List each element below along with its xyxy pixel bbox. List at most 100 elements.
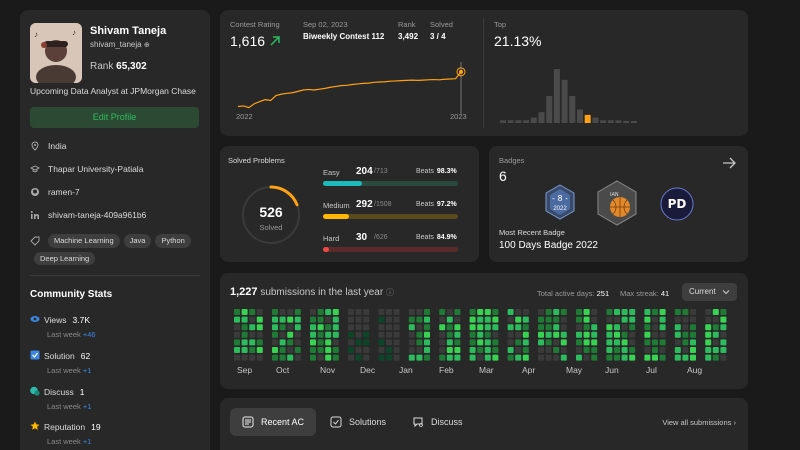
stat-value: 3.7K (72, 315, 91, 325)
heatmap-cell (249, 331, 256, 338)
heatmap-cell (591, 324, 598, 331)
heatmap-cell (614, 339, 620, 346)
heatmap-cell (659, 309, 666, 315)
heatmap-cell (477, 331, 484, 338)
skill-tag[interactable]: Deep Learning (34, 252, 96, 265)
heatmap-cell (279, 347, 286, 353)
heatmap-cell (720, 354, 727, 361)
difficulty-beats: Beats 84.9% (416, 234, 457, 241)
rating-history-chart[interactable] (236, 62, 471, 118)
skill-tag[interactable]: Machine Learning (48, 234, 120, 248)
heatmap-cell (674, 354, 681, 361)
heatmap-cell (720, 339, 727, 346)
rating-point (459, 69, 463, 74)
max-streak-label: Max streak: (620, 289, 659, 298)
edit-profile-button[interactable]: Edit Profile (30, 107, 199, 128)
heatmap-cell (408, 309, 415, 315)
school-icon (30, 165, 40, 173)
solved-title: Solved Problems (228, 156, 285, 165)
heatmap-cell (484, 309, 491, 315)
trend-up-icon (270, 36, 280, 46)
solved-progress-ring (241, 185, 301, 245)
heatmap-cell (310, 316, 316, 323)
heatmap-cell (644, 324, 651, 331)
heatmap-cell (538, 316, 544, 323)
heatmap-cell (712, 316, 719, 323)
heatmap-cell (545, 354, 552, 361)
badge-pd-icon[interactable]: PD (659, 187, 695, 221)
badges-count: 6 (499, 168, 507, 184)
heatmap-cell (241, 316, 248, 323)
stat-label: Views (44, 315, 67, 325)
github-row[interactable]: ramen-7 (30, 187, 80, 197)
heatmap-cell (553, 354, 560, 361)
heatmap-cell (454, 339, 461, 346)
skill-tag[interactable]: Java (123, 234, 152, 248)
heatmap-cell (363, 339, 370, 346)
stat-views: Views 3.7K Last week +46 (30, 314, 96, 339)
distribution-bar (538, 112, 545, 123)
heatmap-cell (606, 347, 613, 353)
stat-label: Solution (44, 351, 75, 361)
arrow-right-icon[interactable] (722, 156, 736, 170)
heatmap-cell (234, 339, 240, 346)
heatmap-cell (317, 324, 324, 331)
heatmap-cell (287, 324, 294, 331)
stat-discuss: Discuss 1 Last week +1 (30, 386, 91, 411)
beats-value: 97.2% (436, 201, 457, 208)
rating-distribution-chart[interactable] (495, 65, 740, 125)
tab-discuss[interactable]: Discuss (400, 408, 475, 436)
heatmap-cell (241, 324, 248, 331)
svg-text:PD: PD (668, 197, 687, 211)
heatmap-cell (659, 316, 666, 323)
skill-tag[interactable]: Python (155, 234, 191, 248)
heatmap-cell (674, 347, 681, 353)
heatmap-grid[interactable] (234, 309, 738, 362)
badge-100-days-2022-icon[interactable]: - 8 - (544, 184, 576, 220)
heatmap-cell (363, 309, 370, 315)
year-select[interactable]: Current (682, 283, 737, 301)
heatmap-cell (325, 316, 332, 323)
view-all-submissions-link[interactable]: View all submissions › (662, 418, 736, 427)
heatmap-cell (317, 354, 324, 361)
heatmap-cell (614, 331, 620, 338)
heatmap-cell (591, 331, 598, 338)
heatmap-cell (332, 339, 339, 346)
heatmap-cell (355, 324, 362, 331)
github-link[interactable]: ramen-7 (48, 187, 80, 197)
heatmap-cell (317, 339, 324, 346)
heatmap-cell (614, 316, 620, 323)
heatmap-cell (294, 347, 301, 353)
distribution-bar (507, 120, 514, 123)
heatmap-cell (446, 354, 453, 361)
tab-solutions[interactable]: Solutions (318, 408, 398, 436)
avatar[interactable]: ♪ ♪ (30, 23, 82, 83)
last-week: Last week +46 (47, 330, 96, 339)
heatmap-cell (522, 347, 529, 353)
heatmap-cell (629, 331, 636, 338)
linkedin-link[interactable]: shivam-taneja-409a961b6 (48, 210, 147, 220)
heatmap-cell (606, 331, 613, 338)
heatmap-cell (674, 316, 681, 323)
heatmap-cell (454, 316, 461, 323)
contest-rating-value: 1,616 (230, 33, 281, 49)
heatmap-cell (614, 354, 620, 361)
heatmap-cell (652, 354, 658, 361)
heatmap-cell (576, 339, 582, 346)
badge-basketball-icon[interactable]: IAN (596, 180, 638, 226)
heatmap-cell (393, 331, 400, 338)
heatmap-cell (355, 354, 362, 361)
month-label: Oct (276, 365, 290, 375)
tab-recent-ac[interactable]: Recent AC (230, 408, 317, 436)
heatmap-cell (310, 339, 316, 346)
heatmap-cell (256, 331, 263, 338)
linkedin-row[interactable]: shivam-taneja-409a961b6 (30, 210, 146, 220)
badge-year: 2022 (553, 206, 567, 212)
distribution-bar (546, 96, 553, 123)
heatmap-cell (606, 339, 613, 346)
heatmap-cell (348, 324, 354, 331)
info-icon[interactable]: ⓘ (385, 288, 394, 297)
heatmap-cell (348, 309, 354, 315)
heatmap-cell (690, 347, 696, 353)
community-stats-title: Community Stats (30, 289, 113, 300)
